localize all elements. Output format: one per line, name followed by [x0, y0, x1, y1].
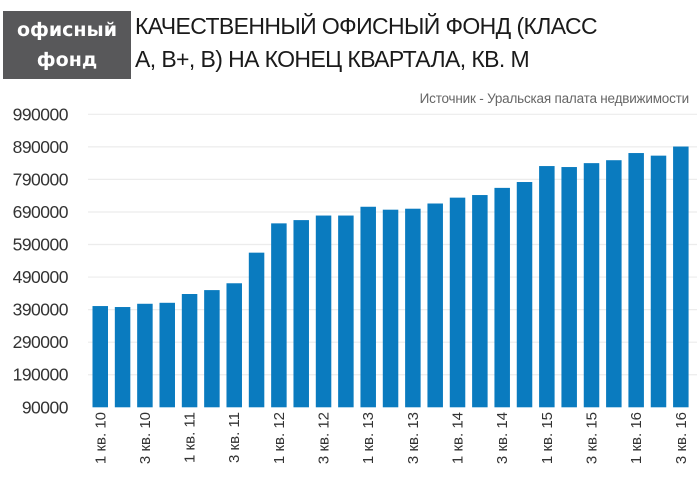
badge-line-2: фонд	[36, 49, 98, 71]
y-tick-label: 890000	[13, 137, 69, 157]
x-tick-label: 1 кв. 15	[539, 412, 556, 464]
bar	[673, 146, 689, 408]
bar	[204, 290, 220, 408]
y-tick-label: 290000	[13, 332, 69, 352]
x-tick-label: 1 кв. 12	[271, 412, 288, 464]
bar	[427, 203, 443, 408]
y-tick-label: 790000	[13, 169, 69, 189]
bar	[583, 163, 600, 408]
x-tick-label: 3 кв. 10	[137, 412, 154, 464]
bar	[360, 206, 376, 408]
y-tick-label: 390000	[13, 300, 69, 320]
x-tick-label: 3 кв. 14	[494, 412, 511, 464]
bar	[248, 252, 265, 408]
x-tick-label: 3 кв. 13	[405, 412, 422, 464]
bar	[561, 167, 577, 408]
bar	[137, 303, 153, 408]
bar	[181, 294, 198, 408]
bar	[159, 302, 175, 408]
source-note: Источник - Уральская палата недвижимости	[419, 91, 690, 106]
bar	[606, 160, 622, 408]
section-badge: офисный фонд	[3, 11, 131, 79]
bar	[472, 195, 488, 408]
bar	[92, 306, 108, 408]
x-tick-label: 3 кв. 15	[584, 412, 601, 464]
bar	[338, 215, 354, 408]
bar	[494, 187, 510, 408]
bar	[449, 197, 466, 408]
bar	[650, 155, 667, 408]
x-tick-label: 3 кв. 16	[673, 412, 690, 464]
x-tick-label: 3 кв. 11	[226, 412, 243, 463]
bar	[114, 307, 131, 408]
bar	[382, 209, 399, 408]
y-tick-label: 590000	[13, 235, 69, 255]
bar	[628, 153, 644, 408]
bar	[315, 215, 332, 408]
x-tick-label: 1 кв. 11	[182, 412, 199, 463]
y-tick-label: 90000	[22, 397, 69, 417]
bar	[516, 182, 533, 408]
y-tick-label: 990000	[13, 104, 69, 124]
bar	[271, 223, 287, 408]
chart-title: КАЧЕСТВЕННЫЙ ОФИСНЫЙ ФОНД (КЛАСС А, В+, …	[135, 10, 695, 76]
x-tick-label: 3 кв. 12	[316, 412, 333, 464]
x-tick-label: 1 кв. 13	[360, 412, 377, 464]
badge-line-1: офисный	[16, 19, 118, 41]
bar	[226, 283, 242, 408]
y-tick-label: 690000	[13, 202, 69, 222]
bar	[539, 166, 555, 408]
title-line-1: КАЧЕСТВЕННЫЙ ОФИСНЫЙ ФОНД (КЛАСС	[135, 13, 598, 39]
bar	[405, 208, 421, 408]
title-line-2: А, В+, В) НА КОНЕЦ КВАРТАЛА, КВ. М	[135, 46, 530, 72]
y-tick-label: 490000	[13, 267, 69, 287]
x-tick-label: 1 кв. 10	[92, 412, 109, 464]
x-tick-label: 1 кв. 16	[628, 412, 645, 464]
bar	[293, 220, 309, 408]
x-tick-label: 1 кв. 14	[450, 412, 467, 464]
y-tick-label: 190000	[13, 365, 69, 385]
